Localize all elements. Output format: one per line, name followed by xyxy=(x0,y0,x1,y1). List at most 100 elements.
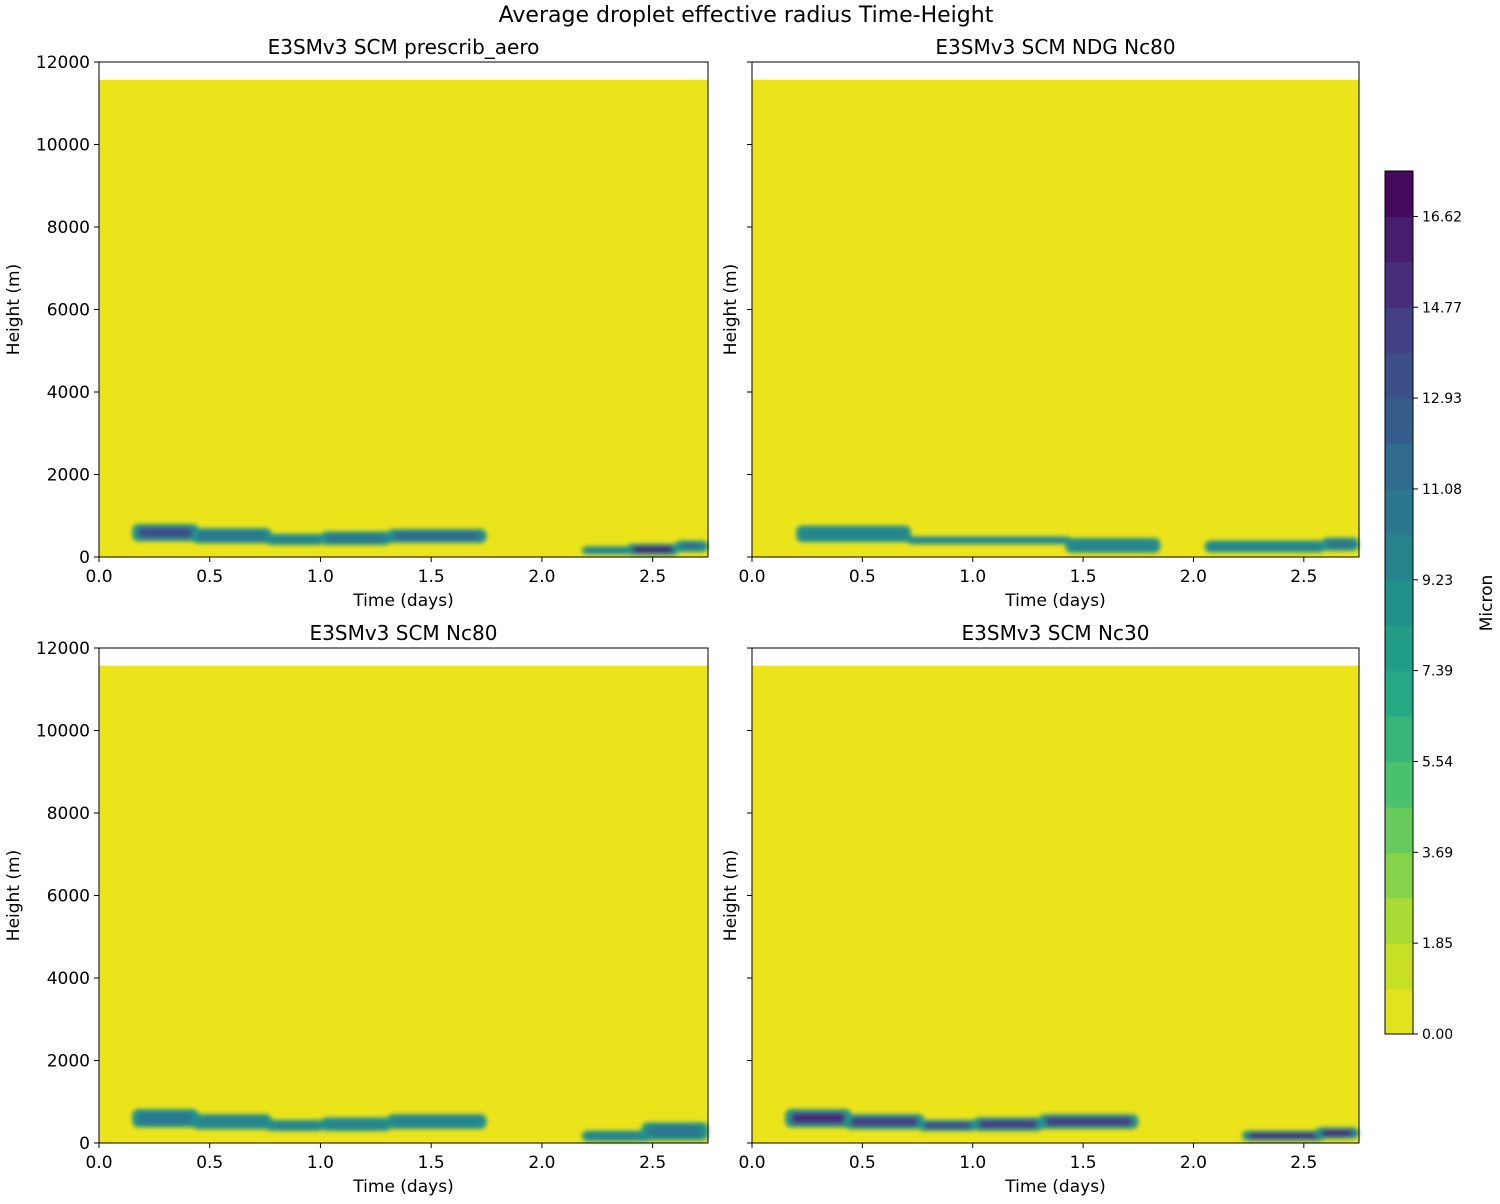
cloud-layer-core xyxy=(680,542,702,550)
cloud-layer-core xyxy=(198,1117,266,1127)
x-axis-label: Time (days) xyxy=(1004,591,1105,611)
colorbar-band xyxy=(1385,761,1413,808)
colorbar-tick-label: 14.77 xyxy=(1422,300,1462,316)
x-tick-label: 0.5 xyxy=(196,1153,223,1173)
cloud-layer-core xyxy=(912,537,1067,543)
cloud-layer-core xyxy=(850,1117,919,1127)
subplot-panel: E3SMv3 SCM NDG Nc80 0.0 0.5 1.0 1.5 2.0 2.5 Tim… xyxy=(721,35,1360,611)
colorbar-band xyxy=(1385,171,1413,217)
panel-title: E3SMv3 SCM prescrib_aero xyxy=(268,35,540,59)
cloud-layer-core xyxy=(587,1132,647,1140)
y-tick-label: 6000 xyxy=(47,887,90,907)
colorbar-band xyxy=(1385,398,1413,445)
x-tick-label: 1.5 xyxy=(1070,567,1097,587)
colorbar-band xyxy=(1385,579,1413,626)
cloud-layer-core xyxy=(271,536,319,543)
colorbar-band xyxy=(1385,352,1413,399)
y-tick-label: 2000 xyxy=(47,1052,90,1072)
cloud-layer-core xyxy=(1320,1129,1353,1137)
colorbar-tick-label: 1.85 xyxy=(1422,936,1453,952)
x-tick-label: 1.0 xyxy=(307,567,334,587)
colorbar-tick-label: 12.93 xyxy=(1422,391,1462,407)
cloud-layer-core xyxy=(1248,1132,1320,1139)
cloud-layer-core xyxy=(1327,540,1353,549)
cloud-layers xyxy=(132,1109,708,1142)
colorbar-tick-label: 11.08 xyxy=(1422,482,1462,498)
cloud-layer-core xyxy=(1044,1117,1133,1127)
cloud-layer-core xyxy=(392,1117,481,1127)
colorbar-frame xyxy=(1384,170,1414,1035)
colorbar-band xyxy=(1385,216,1413,263)
cloud-layers xyxy=(785,1109,1359,1141)
y-tick-label: 10000 xyxy=(36,136,90,156)
x-tick-label: 2.0 xyxy=(1180,1153,1207,1173)
panel-title: E3SMv3 SCM Nc80 xyxy=(310,621,498,645)
y-tick-label: 2000 xyxy=(47,466,90,486)
x-axis-label: Time (days) xyxy=(1004,1177,1105,1197)
x-tick-label: 0.5 xyxy=(196,567,223,587)
x-tick-label: 0.0 xyxy=(85,567,112,587)
cloud-layer-core xyxy=(1210,542,1320,551)
colorbar-band xyxy=(1385,806,1413,853)
colorbar-band xyxy=(1385,307,1413,354)
cloud-layers xyxy=(796,525,1359,553)
y-tick-label: 12000 xyxy=(36,53,90,73)
subplot-panel: E3SMv3 SCM Nc30 0.0 0.5 1.0 1.5 2.0 2.5 Time (d… xyxy=(721,621,1360,1197)
cloud-layer-core xyxy=(632,546,674,554)
y-axis-label: Height (m) xyxy=(721,264,741,355)
x-tick-label: 1.0 xyxy=(307,1153,334,1173)
heatmap-background xyxy=(752,79,1359,558)
x-tick-label: 1.5 xyxy=(1070,1153,1097,1173)
cloud-layer-core xyxy=(647,1126,702,1137)
cloud-layer-core xyxy=(198,531,266,541)
x-tick-label: 1.5 xyxy=(418,567,445,587)
x-tick-label: 2.5 xyxy=(639,1153,666,1173)
x-tick-label: 0.0 xyxy=(85,1153,112,1173)
x-tick-label: 0.5 xyxy=(849,567,876,587)
x-tick-label: 0.0 xyxy=(738,567,765,587)
y-tick-label: 0 xyxy=(79,548,90,568)
x-axis-label: Time (days) xyxy=(352,1177,453,1197)
colorbar-band xyxy=(1385,534,1413,581)
cloud-layer-core xyxy=(138,527,193,538)
y-tick-label: 4000 xyxy=(47,969,90,989)
colorbar-band xyxy=(1385,852,1413,899)
subplot-panel: E3SMv3 SCM prescrib_aero 0.0 0.5 1.0 1.5 2.0 2… xyxy=(4,35,709,611)
colorbar-band xyxy=(1385,988,1413,1035)
figure-title: Average droplet effective radius Time-He… xyxy=(499,3,994,28)
y-tick-label: 8000 xyxy=(47,804,90,824)
colorbar-tick-label: 7.39 xyxy=(1422,664,1453,680)
y-tick-label: 8000 xyxy=(47,218,90,238)
y-axis-label: Height (m) xyxy=(721,850,741,941)
cloud-layer-core xyxy=(587,547,636,553)
y-tick-label: 12000 xyxy=(36,639,90,659)
cloud-layer-core xyxy=(791,1112,846,1124)
colorbar-band xyxy=(1385,897,1413,944)
x-tick-label: 2.0 xyxy=(1180,567,1207,587)
x-tick-label: 2.5 xyxy=(639,567,666,587)
colorbar-band xyxy=(1385,443,1413,490)
x-tick-label: 1.5 xyxy=(418,1153,445,1173)
cloud-layer-core xyxy=(326,1120,386,1129)
heatmap-background xyxy=(99,79,708,558)
x-tick-label: 1.0 xyxy=(959,1153,986,1173)
y-axis-label: Height (m) xyxy=(4,850,24,941)
x-tick-label: 1.0 xyxy=(959,567,986,587)
x-axis-label: Time (days) xyxy=(352,591,453,611)
panel-title: E3SMv3 SCM Nc30 xyxy=(962,621,1150,645)
colorbar-band xyxy=(1385,716,1413,762)
colorbar-band xyxy=(1385,261,1413,308)
cloud-layer-core xyxy=(271,1122,319,1129)
heatmap-background xyxy=(752,665,1359,1143)
y-tick-label: 10000 xyxy=(36,722,90,742)
y-tick-label: 6000 xyxy=(47,301,90,321)
x-tick-label: 2.5 xyxy=(1290,567,1317,587)
colorbar-label: Micron xyxy=(1477,575,1497,632)
panel-title: E3SMv3 SCM NDG Nc80 xyxy=(935,35,1175,59)
cloud-layer-core xyxy=(326,534,386,543)
x-tick-label: 2.5 xyxy=(1290,1153,1317,1173)
colorbar: 0.00 1.85 3.69 5.54 7.39 9.23 11.08 12.93 14.77 1… xyxy=(1384,170,1497,1043)
colorbar-band xyxy=(1385,625,1413,672)
x-tick-label: 0.5 xyxy=(849,1153,876,1173)
